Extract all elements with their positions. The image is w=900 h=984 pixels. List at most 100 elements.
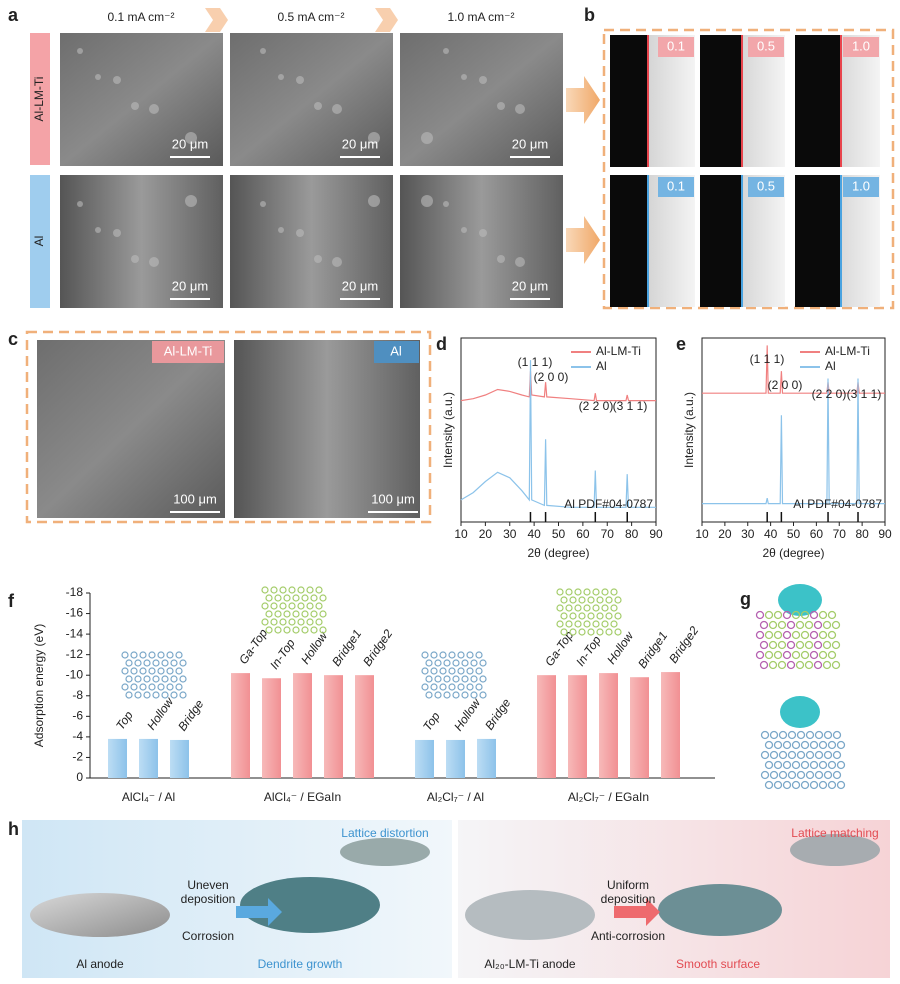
atom: [448, 667, 456, 675]
tag-label: 1.0: [852, 38, 870, 53]
peak-label: (2 0 0): [768, 378, 803, 392]
scheme-label: Al anode: [76, 957, 124, 971]
x-tick-label: 70: [601, 527, 615, 541]
atom: [288, 602, 296, 610]
atom: [778, 730, 788, 740]
atom: [425, 675, 433, 683]
atom: [134, 675, 142, 683]
bar-shade: [415, 739, 434, 778]
atom: [791, 780, 801, 790]
atom: [583, 588, 591, 596]
y-tick-label: -6: [72, 709, 83, 723]
bar-shade: [477, 738, 496, 778]
tag-label: 1.0: [852, 178, 870, 193]
atom: [157, 667, 165, 675]
bar-shade: [293, 673, 312, 778]
atom: [479, 675, 487, 683]
particle: [443, 201, 449, 207]
atom: [270, 602, 278, 610]
x-tick-label: 10: [454, 527, 468, 541]
atom: [764, 610, 774, 620]
atom: [764, 650, 774, 660]
atom: [292, 626, 300, 634]
bar-shade: [262, 678, 281, 778]
atom: [578, 628, 586, 636]
scale-bar-label: 100 μm: [371, 491, 415, 506]
arrow: [566, 76, 600, 124]
atom: [831, 660, 841, 670]
atom: [306, 586, 314, 594]
column-header: 1.0 mA cm⁻²: [447, 10, 514, 24]
atom: [461, 675, 469, 683]
sem-image: [60, 33, 223, 166]
atom: [818, 630, 828, 640]
bar-shade: [630, 677, 649, 778]
atom: [773, 650, 783, 660]
atom: [760, 770, 770, 780]
peak-label: (2 0 0): [534, 370, 569, 384]
bar-label: In-Top: [573, 633, 604, 669]
atom: [121, 651, 129, 659]
bar-shade: [446, 739, 465, 778]
atom: [134, 691, 142, 699]
column-header: 0.5 mA cm⁻²: [277, 10, 344, 24]
bar-shade: [139, 738, 158, 778]
atom: [430, 651, 438, 659]
atom: [610, 620, 618, 628]
atom: [170, 691, 178, 699]
bar-label: Bridge1: [329, 627, 364, 669]
particle: [131, 102, 139, 110]
electrolyte: [700, 175, 742, 307]
atom: [306, 618, 314, 626]
bar-shade: [661, 672, 680, 778]
series-line: [702, 378, 885, 505]
atom: [461, 691, 469, 699]
atom: [823, 770, 833, 780]
atom: [809, 610, 819, 620]
atom: [827, 740, 837, 750]
atom: [297, 586, 305, 594]
atom: [809, 650, 819, 660]
atom: [301, 610, 309, 618]
atom: [601, 620, 609, 628]
atom: [443, 659, 451, 667]
atom: [795, 640, 805, 650]
atom: [836, 740, 846, 750]
legend-label: Al: [596, 359, 607, 373]
atom: [759, 620, 769, 630]
x-tick-label: 80: [625, 527, 639, 541]
atom: [818, 610, 828, 620]
arrow: [614, 898, 660, 926]
particle: [479, 229, 487, 237]
atom: [814, 750, 824, 760]
atom: [274, 610, 282, 618]
atom: [578, 596, 586, 604]
atom: [152, 675, 160, 683]
particle: [77, 48, 83, 54]
atom: [605, 628, 613, 636]
particle: [421, 132, 433, 144]
peak-label: (1 1 1): [518, 355, 553, 369]
atom: [805, 770, 815, 780]
atom: [301, 594, 309, 602]
atom: [764, 740, 774, 750]
scheme-label: Dendrite growth: [258, 957, 343, 971]
atom: [265, 626, 273, 634]
atom: [800, 740, 810, 750]
legend-label: Al: [825, 359, 836, 373]
particle: [497, 102, 505, 110]
particle: [332, 257, 342, 267]
row-label: Al-LM-Ti: [32, 77, 46, 122]
atom: [822, 660, 832, 670]
electrolyte: [795, 175, 841, 307]
charge-density: [778, 584, 822, 616]
atom: [434, 659, 442, 667]
y-tick-label: -12: [66, 647, 84, 661]
atom: [475, 667, 483, 675]
particle: [185, 132, 197, 144]
atom: [800, 610, 810, 620]
x-tick-label: 30: [503, 527, 517, 541]
atom: [832, 770, 842, 780]
atom: [448, 651, 456, 659]
atom: [773, 610, 783, 620]
